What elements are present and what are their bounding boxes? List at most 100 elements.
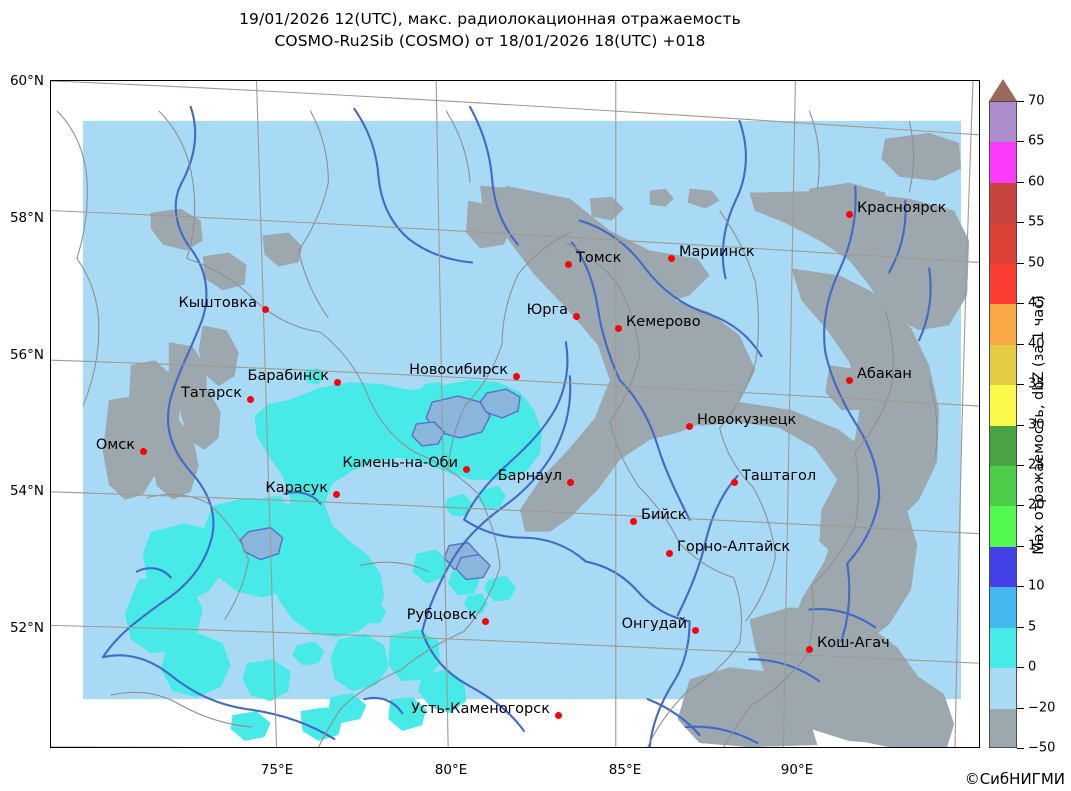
- colorbar-tick: [1017, 707, 1024, 709]
- city-label: Кош-Агач: [817, 635, 890, 651]
- city-label: Красноярск: [857, 200, 947, 216]
- city-dot-icon: [805, 645, 813, 653]
- chart-title: 19/01/2026 12(UTC), макс. радиолокационн…: [0, 8, 980, 52]
- colorbar-segment: [990, 546, 1016, 588]
- colorbar-segment: [990, 385, 1016, 426]
- colorbar-segment: [990, 344, 1016, 386]
- city-label: Камень-на-Оби: [342, 455, 458, 471]
- colorbar-segment: [990, 142, 1016, 183]
- colorbar-tick: [1017, 748, 1024, 749]
- city-dot-icon: [332, 490, 340, 498]
- colorbar-bar: [989, 101, 1017, 748]
- city-dot-icon: [614, 324, 622, 332]
- colorbar-tick: [1017, 262, 1024, 264]
- city-dot-icon: [566, 478, 574, 486]
- colorbar-tick: [1017, 545, 1024, 547]
- colorbar-extend-arrow: [989, 79, 1017, 101]
- colorbar-tick-label: 60: [1028, 174, 1045, 190]
- admin-borders-layer: [56, 110, 938, 747]
- latitude-tick-label: 54°N: [9, 483, 44, 499]
- city-label: Барабинск: [247, 368, 330, 384]
- city-label: Горно-Алтайск: [677, 539, 791, 555]
- map-canvas: [51, 81, 979, 747]
- colorbar-tick: [1017, 303, 1024, 305]
- city-label: Новосибирск: [409, 362, 508, 378]
- colorbar-tick-label: 55: [1028, 214, 1045, 230]
- city-label: Онгудай: [621, 616, 687, 632]
- precip-layer-cyan: [124, 368, 542, 742]
- city-label: Усть-Каменогорск: [411, 701, 550, 717]
- map-plot-area: Омск Кыштовка Татарск Барабинск Карасук Камен…: [50, 80, 980, 748]
- colorbar: 70 65 60 55 50 45 40 35 30 25 20 15 10 5 0 −20 −50: [989, 79, 1055, 756]
- colorbar-segment: [990, 425, 1016, 466]
- copyright-notice: ©СибНИГМИ: [962, 770, 1067, 788]
- city-label: Абакан: [857, 366, 912, 382]
- city-dot-icon: [667, 254, 675, 262]
- rivers-layer: [101, 105, 932, 747]
- colorbar-tick: [1017, 667, 1024, 669]
- colorbar-tick-label: 0: [1028, 659, 1037, 675]
- city-dot-icon: [629, 517, 637, 525]
- colorbar-tick: [1017, 222, 1024, 224]
- colorbar-segment: [990, 506, 1016, 547]
- city-dot-icon: [665, 549, 673, 557]
- colorbar-tick: [1017, 464, 1024, 466]
- colorbar-segment: [990, 102, 1016, 143]
- colorbar-tick-label: 5: [1028, 619, 1037, 635]
- colorbar-title: Max отражаемость, dbZ (за 1 час): [1028, 101, 1050, 748]
- colorbar-segment: [990, 668, 1016, 709]
- city-dot-icon: [564, 260, 572, 268]
- longitude-tick-label: 75°E: [260, 762, 294, 778]
- colorbar-tick: [1017, 424, 1024, 426]
- colorbar-tick-label: 65: [1028, 133, 1045, 149]
- colorbar-tick: [1017, 101, 1024, 102]
- city-dot-icon: [246, 395, 254, 403]
- latitude-tick-label: 52°N: [9, 620, 44, 636]
- city-label: Кемерово: [626, 314, 701, 330]
- city-label: Барнаул: [497, 468, 562, 484]
- city-dot-icon: [139, 447, 147, 455]
- colorbar-segment: [990, 263, 1016, 305]
- city-label: Юрга: [526, 302, 568, 318]
- colorbar-tick: [1017, 181, 1024, 183]
- city-dot-icon: [333, 378, 341, 386]
- city-label: Омск: [95, 437, 135, 453]
- city-dot-icon: [685, 422, 693, 430]
- city-label: Бийск: [641, 507, 687, 523]
- city-dot-icon: [481, 617, 489, 625]
- longitude-tick-label: 85°E: [608, 762, 642, 778]
- city-label: Таштагол: [742, 468, 817, 484]
- colorbar-segment: [990, 182, 1016, 224]
- colorbar-segment: [990, 627, 1016, 669]
- colorbar-tick: [1017, 141, 1024, 143]
- colorbar-segment: [990, 304, 1016, 345]
- colorbar-tick-label: −50: [1028, 740, 1056, 756]
- colorbar-segment: [990, 708, 1016, 747]
- city-dot-icon: [512, 372, 520, 380]
- city-label: Татарск: [180, 385, 242, 401]
- title-line-1: 19/01/2026 12(UTC), макс. радиолокационн…: [239, 10, 741, 28]
- city-label: Мариинск: [679, 244, 755, 260]
- colorbar-tick-label: 50: [1028, 255, 1045, 271]
- colorbar-segment: [990, 587, 1016, 628]
- colorbar-tick-label: 20: [1028, 497, 1045, 513]
- city-label: Кыштовка: [178, 295, 257, 311]
- longitude-tick-label: 80°E: [434, 762, 468, 778]
- city-dot-icon: [845, 210, 853, 218]
- city-label: Рубцовск: [406, 607, 477, 623]
- colorbar-tick-label: 30: [1028, 417, 1045, 432]
- latitude-tick-label: 56°N: [9, 347, 44, 363]
- city-dot-icon: [462, 465, 470, 473]
- colorbar-tick-label: −20: [1028, 700, 1056, 716]
- colorbar-tick: [1017, 586, 1024, 588]
- city-label: Карасук: [265, 480, 328, 496]
- colorbar-tick-label: 45: [1028, 295, 1045, 311]
- city-dot-icon: [730, 478, 738, 486]
- latitude-tick-label: 60°N: [9, 73, 44, 89]
- colorbar-tick: [1017, 626, 1024, 628]
- colorbar-tick-label: 70: [1028, 93, 1045, 109]
- city-label: Томск: [576, 250, 622, 266]
- colorbar-segment: [990, 465, 1016, 507]
- city-dot-icon: [261, 305, 269, 313]
- colorbar-tick-label: 10: [1028, 578, 1045, 594]
